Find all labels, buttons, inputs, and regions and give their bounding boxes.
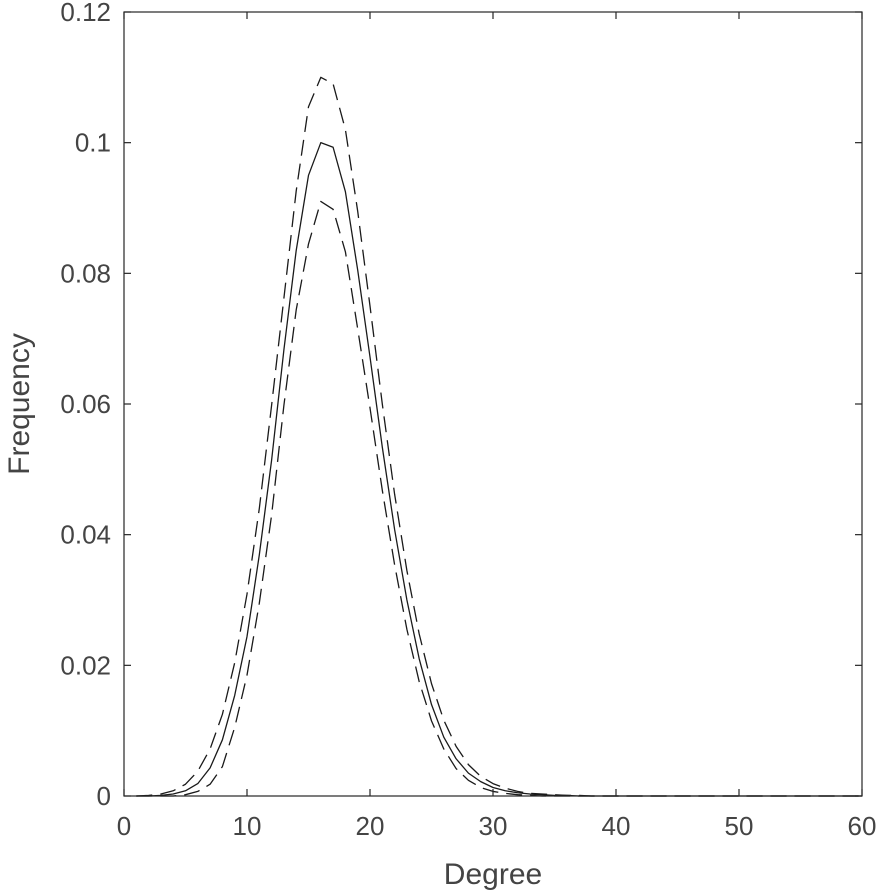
tick-labels: 0 10 20 30 40 50 60 0 0.02 0.04 0.06 0.08 0.1 0.12 xyxy=(60,0,876,841)
x-axis-label: Degree xyxy=(444,858,542,891)
y-tick-label: 0.06 xyxy=(60,389,111,419)
y-tick-label: 0.1 xyxy=(75,128,111,158)
x-tick-label: 10 xyxy=(233,811,262,841)
x-tick-label: 60 xyxy=(848,811,877,841)
plot-area-frame xyxy=(123,11,863,797)
x-tick-label: 40 xyxy=(602,811,631,841)
y-tick-label: 0.02 xyxy=(60,650,111,680)
series-line-2-dashed xyxy=(136,200,862,797)
y-tick-label: 0.04 xyxy=(60,520,111,550)
y-tick-label: 0 xyxy=(97,781,111,811)
y-tick-label: 0.12 xyxy=(60,0,111,27)
plot-marks xyxy=(136,76,862,797)
x-tick-label: 50 xyxy=(725,811,754,841)
y-axis-label: Frequency xyxy=(3,333,36,475)
series-line-1-dashed xyxy=(136,76,862,797)
x-tick-label: 0 xyxy=(117,811,131,841)
x-tick-label: 20 xyxy=(356,811,385,841)
axis-ticks xyxy=(123,11,863,797)
x-tick-label: 30 xyxy=(479,811,508,841)
y-tick-label: 0.08 xyxy=(60,258,111,288)
series-line-0-solid xyxy=(136,142,862,797)
